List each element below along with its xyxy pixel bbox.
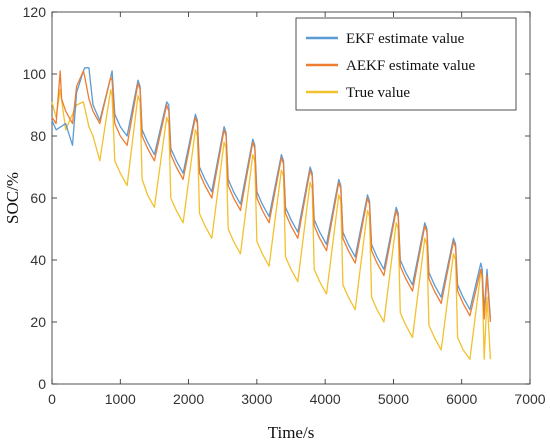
x-tick-label: 4000 xyxy=(310,391,341,407)
legend-label: AEKF estimate value xyxy=(346,58,475,74)
axis-layer: 0 1000 2000 3000 4000 5000 6000 7000 0 20 40 60 80 10… xyxy=(23,4,546,407)
series-line-1 xyxy=(51,70,492,323)
y-tick-label: 100 xyxy=(23,66,47,82)
x-tick-label: 7000 xyxy=(514,391,545,407)
x-tick-label: 3000 xyxy=(241,391,272,407)
x-tick-label: 1000 xyxy=(105,391,136,407)
legend-label: True value xyxy=(346,85,410,101)
y-tick-label: 80 xyxy=(30,128,46,144)
y-axis-title: SOC/% xyxy=(3,172,22,224)
x-axis-title: Time/s xyxy=(268,423,315,442)
y-tick-label: 120 xyxy=(23,4,47,20)
series-line-2 xyxy=(51,88,492,360)
x-tick-label: 5000 xyxy=(378,391,409,407)
legend-items: EKF estimate value AEKF estimate value Tru… xyxy=(306,31,475,101)
x-tick-label: 6000 xyxy=(446,391,477,407)
y-tick-label: 0 xyxy=(38,376,46,392)
legend-label: EKF estimate value xyxy=(346,31,465,47)
y-tick-label: 60 xyxy=(30,190,46,206)
series-layer xyxy=(51,67,492,360)
y-tick-label: 40 xyxy=(30,252,46,268)
y-tick-label: 20 xyxy=(30,314,46,330)
x-tick-label: 0 xyxy=(48,391,56,407)
legend: EKF estimate value AEKF estimate value Tru… xyxy=(295,17,517,111)
x-tick-label: 2000 xyxy=(173,391,204,407)
series-line-0 xyxy=(51,67,492,319)
